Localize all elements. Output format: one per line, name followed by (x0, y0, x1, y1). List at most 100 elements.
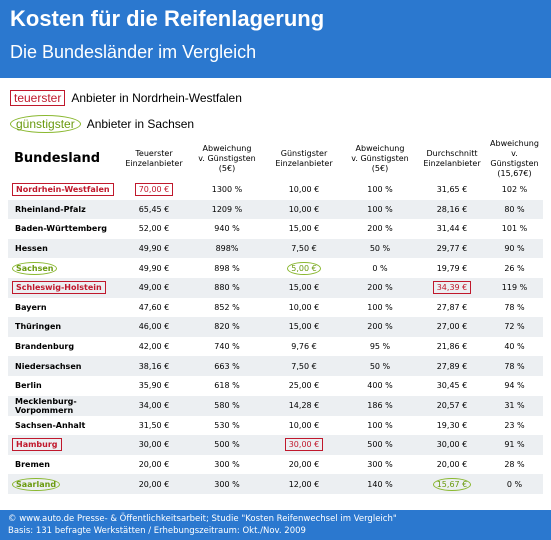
state-cell: Bayern (8, 298, 120, 318)
table-row: Sachsen 49,90 € 898 % 5,00 € 0 % 19,79 € 26 % (8, 258, 543, 278)
value-cell: 898% (188, 238, 266, 259)
cell-text: 30,00 € (284, 438, 324, 452)
header-line: Teuerster (135, 149, 173, 158)
cell-text: Bremen (15, 460, 50, 470)
cell-text: 30,45 € (436, 381, 468, 391)
value-cell: 0 % (342, 258, 418, 278)
cell-text: 40 % (504, 342, 525, 352)
value-cell: 30,00 € (418, 435, 486, 455)
cell-text: 0 % (372, 263, 388, 273)
cell-text: 27,87 € (436, 302, 468, 312)
cell-text: 200 % (367, 322, 393, 332)
value-cell: 47,60 € (120, 298, 188, 318)
value-cell: 31,44 € (418, 219, 486, 239)
cell-text: Brandenburg (15, 342, 75, 352)
header-line: Abweichung (490, 139, 539, 148)
value-cell: 28 % (486, 455, 543, 475)
cell-text: 27,00 € (436, 322, 468, 332)
cell-text: 15,00 € (288, 224, 320, 234)
value-cell: 94 % (486, 376, 543, 396)
value-cell: 186 % (342, 395, 418, 416)
value-cell: 20,00 € (120, 455, 188, 475)
cell-text: 49,00 € (138, 283, 170, 293)
value-cell: 40 % (486, 337, 543, 357)
legend-item: günstigster Anbieter in Sachsen (10, 115, 194, 133)
value-cell: 31 % (486, 395, 543, 416)
cell-text: 65,45 € (138, 204, 170, 214)
value-cell: 140 % (342, 474, 418, 494)
value-cell: 898 % (188, 258, 266, 278)
subtitle: Die Bundesländer im Vergleich (10, 42, 257, 62)
value-cell: 119 % (486, 277, 543, 298)
value-cell: 880 % (188, 277, 266, 298)
value-cell: 72 % (486, 317, 543, 337)
cell-text: 898% (215, 244, 239, 254)
value-cell: 20,00 € (266, 455, 342, 475)
state-cell: Baden-Württemberg (8, 219, 120, 239)
cell-text: 20,00 € (436, 460, 468, 470)
cell-text: 30,00 € (138, 440, 170, 450)
cell-text: 300 % (367, 460, 393, 470)
column-header: Bundesland (8, 138, 120, 180)
footer-line: Basis: 131 befragte Werkstätten / Erhebu… (8, 526, 306, 536)
cell-text: 10,00 € (288, 204, 320, 214)
state-cell: Niedersachsen (8, 356, 120, 376)
value-cell: 12,00 € (266, 474, 342, 494)
column-header: Durchschnitt Einzelanbieter (418, 138, 486, 180)
header-line: (15,67€) (497, 169, 532, 178)
cell-text: 100 % (367, 204, 393, 214)
table: Bundesland Teuerster Einzelanbieter Abweich… (8, 138, 543, 494)
cell-text: 100 % (367, 302, 393, 312)
value-cell: 1209 % (188, 199, 266, 220)
cell-text: 9,76 € (291, 342, 317, 352)
value-cell: 10,00 € (266, 298, 342, 318)
value-cell: 15,00 € (266, 219, 342, 239)
legend-text: Anbieter in Nordrhein-Westfalen (71, 91, 242, 105)
value-cell: 200 % (342, 277, 418, 298)
value-cell: 940 % (188, 219, 266, 239)
value-cell: 19,30 € (418, 416, 486, 436)
table-row: Hessen 49,90 € 898% 7,50 € 50 % 29,77 € 90 % (8, 238, 543, 259)
cell-text: 21,86 € (436, 342, 468, 352)
value-cell: 50 % (342, 238, 418, 259)
cell-text: 7,50 € (291, 361, 317, 371)
table-row: Bayern 47,60 € 852 % 10,00 € 100 % 27,87 € 78 … (8, 298, 543, 318)
table-row: Sachsen-Anhalt 31,50 € 530 % 10,00 € 100 % 19… (8, 416, 543, 436)
state-cell: Bremen (8, 455, 120, 475)
value-cell: 34,00 € (120, 395, 188, 416)
cell-text: 49,90 € (138, 244, 170, 254)
value-cell: 23 % (486, 416, 543, 436)
cell-text: 52,00 € (138, 224, 170, 234)
value-cell: 35,90 € (120, 376, 188, 396)
value-cell: 740 % (188, 337, 266, 357)
table-row: Hamburg 30,00 € 500 % 30,00 € 500 % 30,00 € 91… (8, 435, 543, 455)
cell-text: 880 % (214, 283, 240, 293)
value-cell: 20,57 € (418, 395, 486, 416)
cell-text: 400 % (367, 381, 393, 391)
value-cell: 80 % (486, 199, 543, 220)
header-line: v. Günstigsten (490, 149, 539, 168)
value-cell: 9,76 € (266, 337, 342, 357)
value-cell: 200 % (342, 317, 418, 337)
header-line: v. Günstigsten (351, 154, 409, 163)
value-cell: 30,00 € (266, 435, 342, 455)
cell-text: 30,00 € (436, 440, 468, 450)
cell-text: 940 % (214, 224, 240, 234)
cell-text: 49,90 € (138, 263, 170, 273)
cell-text: 102 % (501, 185, 528, 195)
state-cell: Hamburg (8, 435, 120, 455)
state-cell: Schleswig-Holstein (8, 277, 120, 298)
cell-text: 19,79 € (436, 263, 468, 273)
header-line: Abweichung (355, 144, 405, 153)
cell-text: 31,65 € (436, 185, 468, 195)
cell-text: 300 % (214, 460, 240, 470)
header-line: v. Günstigsten (198, 154, 256, 163)
value-cell: 200 % (342, 219, 418, 239)
header-line: Durchschnitt (426, 149, 478, 158)
value-cell: 65,45 € (120, 199, 188, 220)
value-cell: 15,00 € (266, 277, 342, 298)
cell-text: 530 % (214, 420, 240, 430)
cell-text: 1300 % (211, 185, 243, 195)
cell-text: 14,28 € (288, 401, 320, 411)
legend-tag: günstigster (10, 115, 81, 133)
